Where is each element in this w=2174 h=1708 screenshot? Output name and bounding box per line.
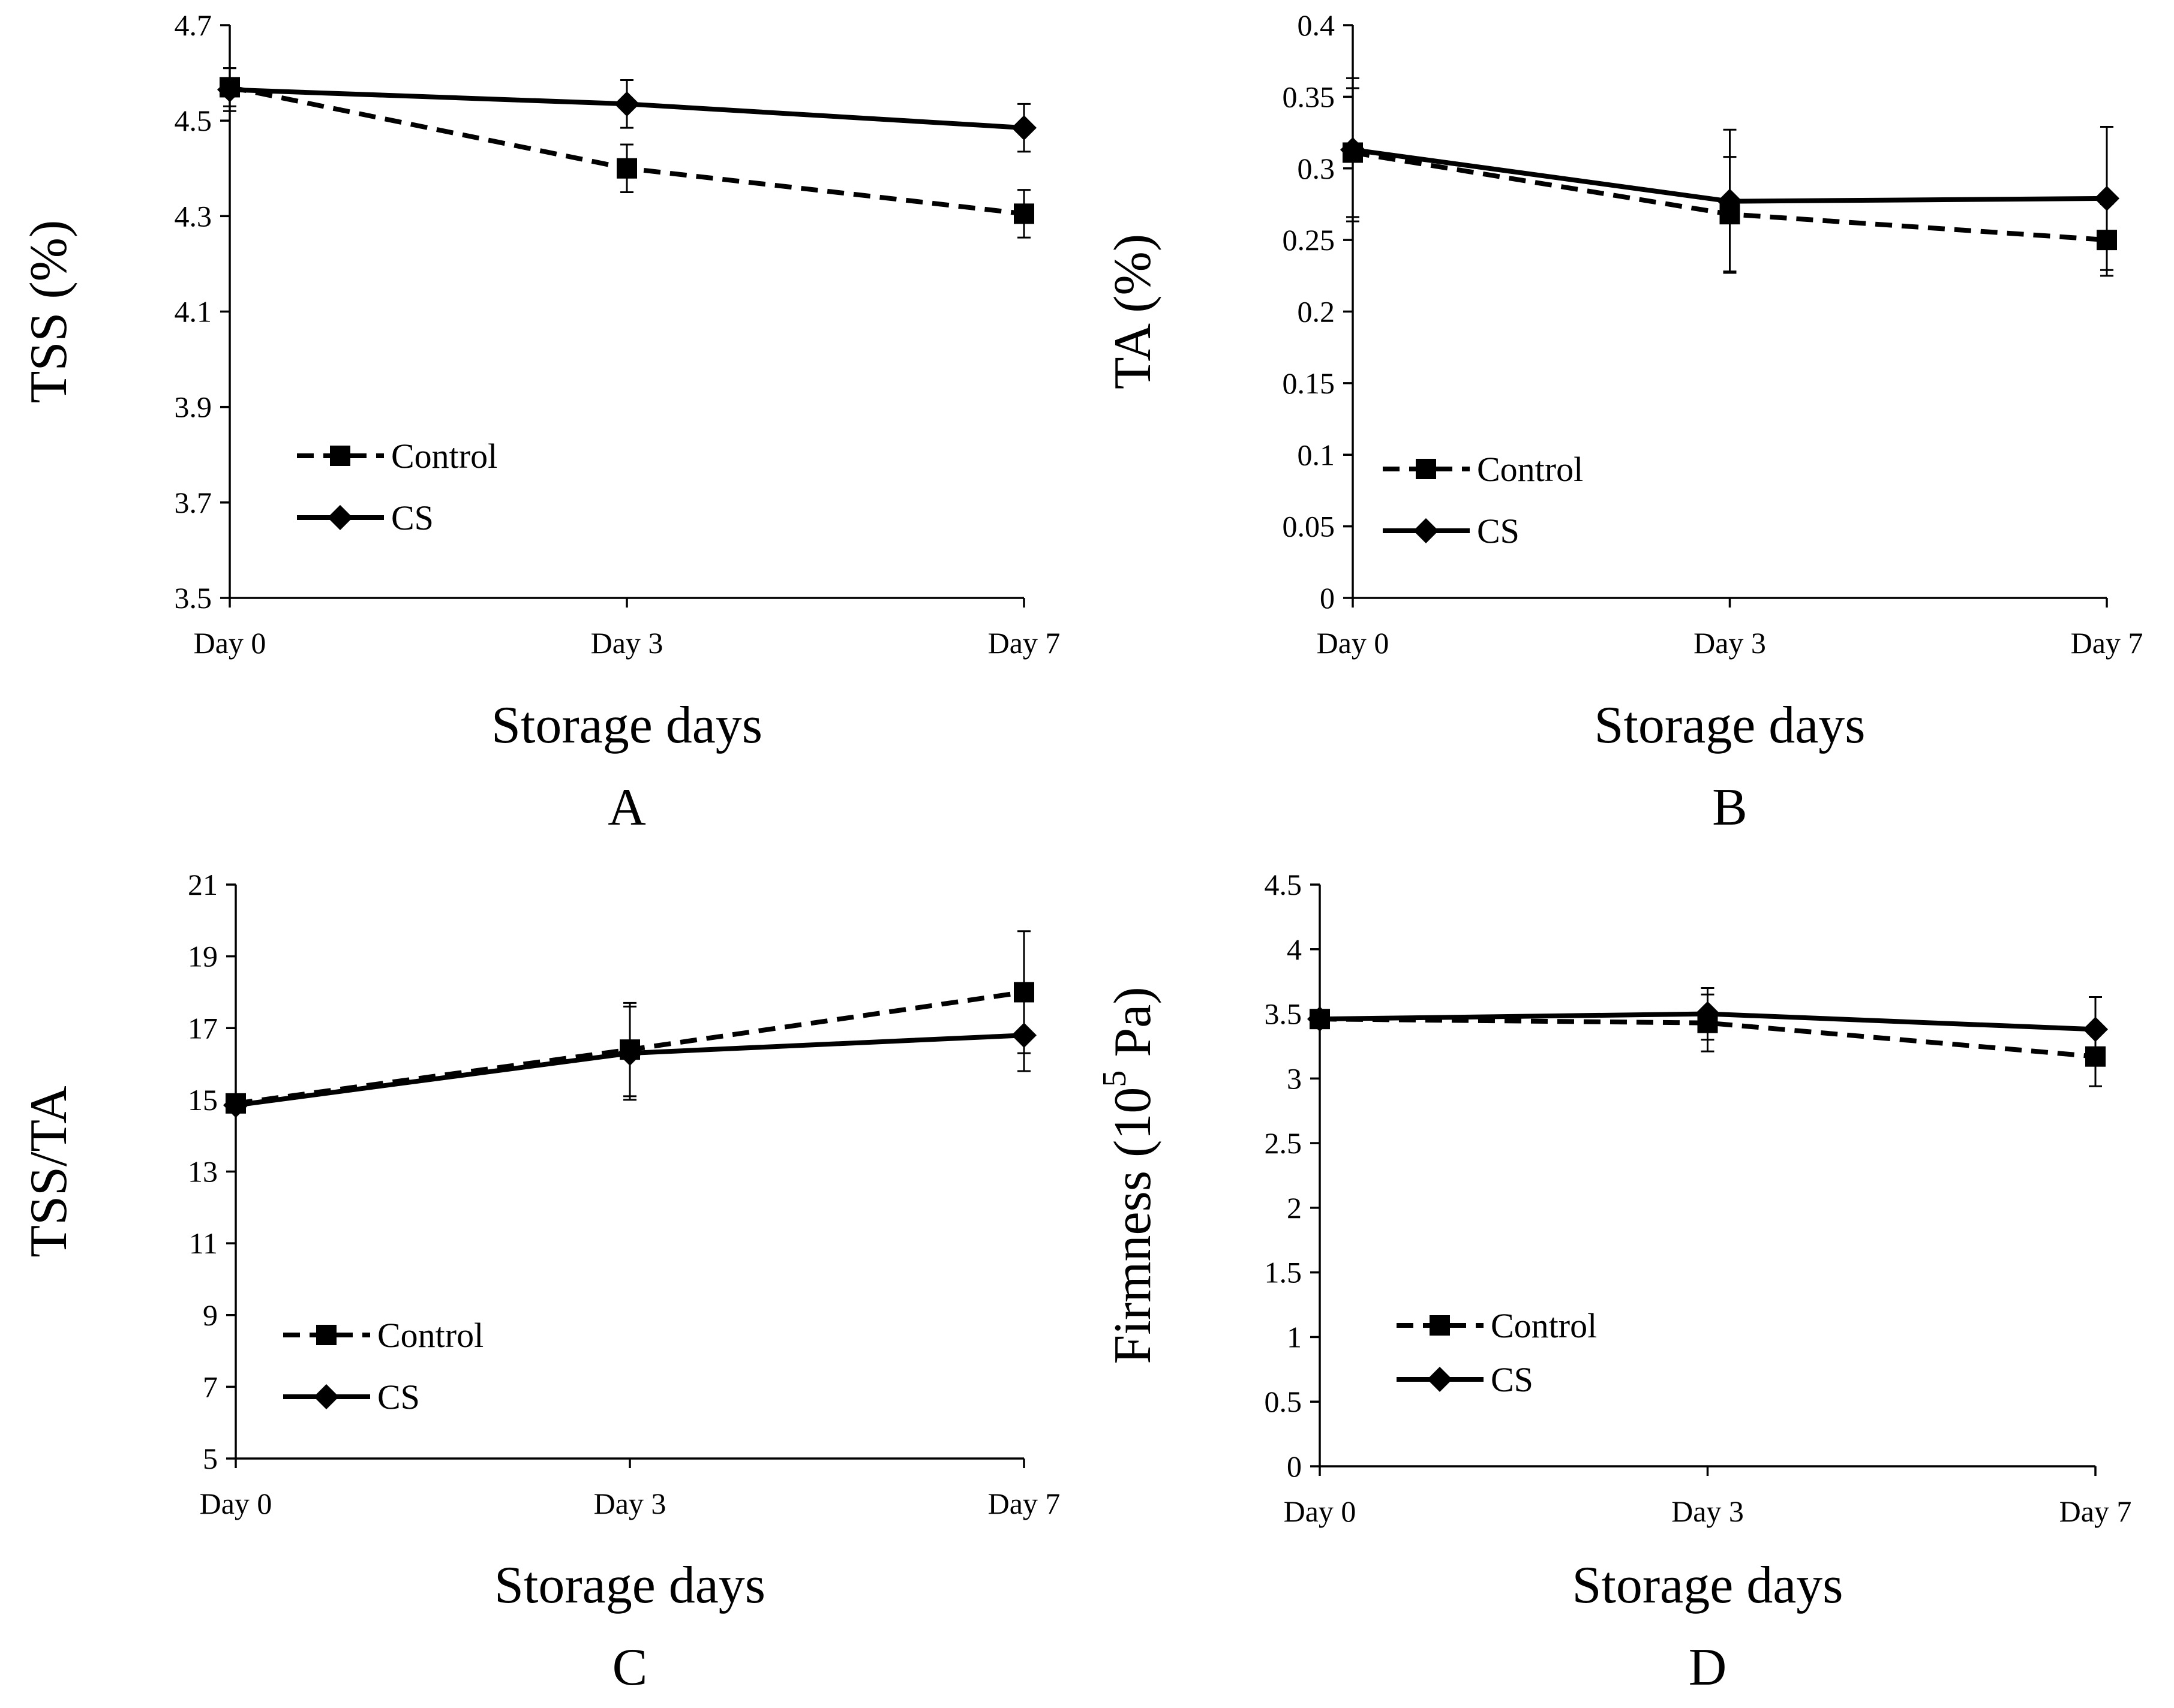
- data-point-diamond: [1717, 188, 1743, 214]
- y-tick-label: 4.7: [175, 8, 212, 42]
- data-point-square: [1014, 203, 1034, 224]
- legend-marker-diamond: [328, 505, 353, 530]
- legend-label: CS: [1491, 1360, 1533, 1399]
- y-tick-label: 15: [188, 1083, 218, 1117]
- y-tick-label: 3.9: [175, 390, 212, 424]
- y-tick-label: 0.05: [1283, 510, 1335, 543]
- legend-marker-diamond: [314, 1384, 339, 1409]
- panel-letter: B: [1712, 778, 1747, 837]
- y-tick-label: 4.5: [1265, 868, 1302, 901]
- legend-label: Control: [1491, 1306, 1597, 1345]
- panel-d-chart: 0 0.5 1 1.5 2 2.5 3 3.5 4 4.5 Day 0 Day 3 Day 7 Firmn…: [1096, 868, 2132, 1697]
- y-tick-label: 0.25: [1283, 223, 1335, 257]
- x-tick-label: Day 0: [1284, 1494, 1356, 1528]
- data-point-diamond: [1011, 115, 1037, 141]
- y-tick-label: 5: [203, 1442, 218, 1475]
- data-point-diamond: [1695, 1001, 1720, 1027]
- y-axis-label: TSS (%): [20, 220, 78, 404]
- panel-c-chart: 5 7 9 11 13 15 17 19 21 Day 0 Day 3 Day 7 TSS/TA Stor…: [20, 868, 1060, 1697]
- legend-marker-square: [1416, 459, 1436, 479]
- x-tick-label: Day 7: [988, 1487, 1061, 1520]
- data-point-diamond: [1340, 137, 1365, 163]
- y-axis-label: TSS/TA: [20, 1085, 78, 1257]
- x-tick-label: Day 7: [2059, 1494, 2132, 1528]
- y-tick-label: 4.3: [175, 199, 212, 233]
- data-point-square: [617, 158, 637, 179]
- x-tick-label: Day 0: [1317, 626, 1389, 660]
- y-tick-label: 17: [188, 1011, 218, 1045]
- y-tick-label: 9: [203, 1298, 218, 1332]
- y-axis-label-unit: Pa): [1104, 987, 1162, 1070]
- y-tick-label: 2.5: [1265, 1126, 1302, 1160]
- legend-marker-diamond: [1427, 1367, 1452, 1392]
- x-tick-label: Day 7: [988, 626, 1061, 660]
- panel-letter: D: [1689, 1638, 1727, 1697]
- data-point-diamond: [223, 1092, 248, 1118]
- x-tick-label: Day 3: [1671, 1494, 1744, 1528]
- panel-letter: A: [608, 778, 646, 837]
- panel-letter: C: [612, 1638, 648, 1697]
- legend-marker-square: [330, 446, 350, 466]
- x-tick-label: Day 3: [1693, 626, 1766, 660]
- y-tick-label: 3: [1287, 1062, 1302, 1095]
- legend-label: CS: [377, 1378, 420, 1417]
- y-tick-label: 19: [188, 940, 218, 973]
- x-axis-label: Storage days: [1572, 1556, 1843, 1614]
- y-tick-label: 3.7: [175, 486, 212, 519]
- panel-a-chart: 3.5 3.7 3.9 4.1 4.3 4.5 4.7 Day 0 Day 3 Day 7 TSS …: [20, 8, 1060, 837]
- legend-label: Control: [391, 437, 497, 476]
- x-axis-label: Storage days: [491, 696, 762, 754]
- legend-label: CS: [1477, 512, 1520, 551]
- x-tick-label: Day 3: [594, 1487, 666, 1520]
- y-tick-label: 3.5: [1265, 997, 1302, 1031]
- x-axis-label: Storage days: [494, 1556, 765, 1614]
- data-point-diamond: [1011, 1023, 1037, 1048]
- data-point-diamond: [1307, 1006, 1332, 1032]
- y-tick-label: 4: [1287, 933, 1302, 966]
- y-tick-label: 0.1: [1298, 438, 1335, 471]
- data-point-diamond: [217, 77, 242, 103]
- y-tick-label: 1: [1287, 1320, 1302, 1354]
- y-tick-label: 0.15: [1283, 366, 1335, 400]
- y-tick-label: 0.2: [1298, 295, 1335, 329]
- legend-marker-diamond: [1413, 518, 1439, 543]
- data-point-diamond: [617, 1041, 642, 1066]
- y-tick-label: 4.1: [175, 295, 212, 329]
- y-tick-label: 0.3: [1298, 152, 1335, 185]
- x-tick-label: Day 0: [194, 626, 266, 660]
- y-tick-label: 2: [1287, 1191, 1302, 1225]
- y-axis-label-superscript: 5: [1096, 1070, 1133, 1087]
- data-point-diamond: [614, 91, 639, 117]
- y-tick-label: 4.5: [175, 104, 212, 137]
- y-tick-label: 11: [189, 1226, 218, 1260]
- y-tick-label: 0.5: [1265, 1385, 1302, 1418]
- data-point-diamond: [2094, 185, 2119, 211]
- y-axis-label: TA (%): [1104, 234, 1162, 389]
- y-tick-label: 21: [188, 868, 218, 901]
- y-tick-label: 0.35: [1283, 80, 1335, 113]
- legend-label: Control: [377, 1316, 484, 1355]
- data-point-diamond: [2083, 1017, 2108, 1042]
- y-tick-label: 7: [203, 1370, 218, 1403]
- y-axis-label: Firmness (105 Pa): [1096, 987, 1162, 1364]
- panel-b-chart: 0 0.05 0.1 0.15 0.2 0.25 0.3 0.35 0.4 Day 0 Day 3 D…: [1104, 8, 2143, 837]
- y-tick-label: 1.5: [1265, 1256, 1302, 1289]
- x-tick-label: Day 0: [200, 1487, 272, 1520]
- y-axis-label-main: Firmness (10: [1104, 1087, 1162, 1364]
- legend-label: Control: [1477, 450, 1583, 489]
- y-tick-label: 0: [1287, 1450, 1302, 1483]
- series-line-control: [1319, 1017, 2096, 1059]
- legend-label: CS: [391, 498, 434, 537]
- x-axis-label: Storage days: [1594, 696, 1865, 754]
- x-tick-label: Day 3: [591, 626, 663, 660]
- y-tick-label: 13: [188, 1155, 218, 1189]
- y-tick-label: 0.4: [1298, 8, 1335, 42]
- y-tick-label: 3.5: [175, 581, 212, 615]
- legend-marker-square: [1430, 1315, 1450, 1336]
- y-tick-label: 0: [1320, 581, 1335, 615]
- legend-marker-square: [316, 1325, 337, 1345]
- x-tick-label: Day 7: [2071, 626, 2143, 660]
